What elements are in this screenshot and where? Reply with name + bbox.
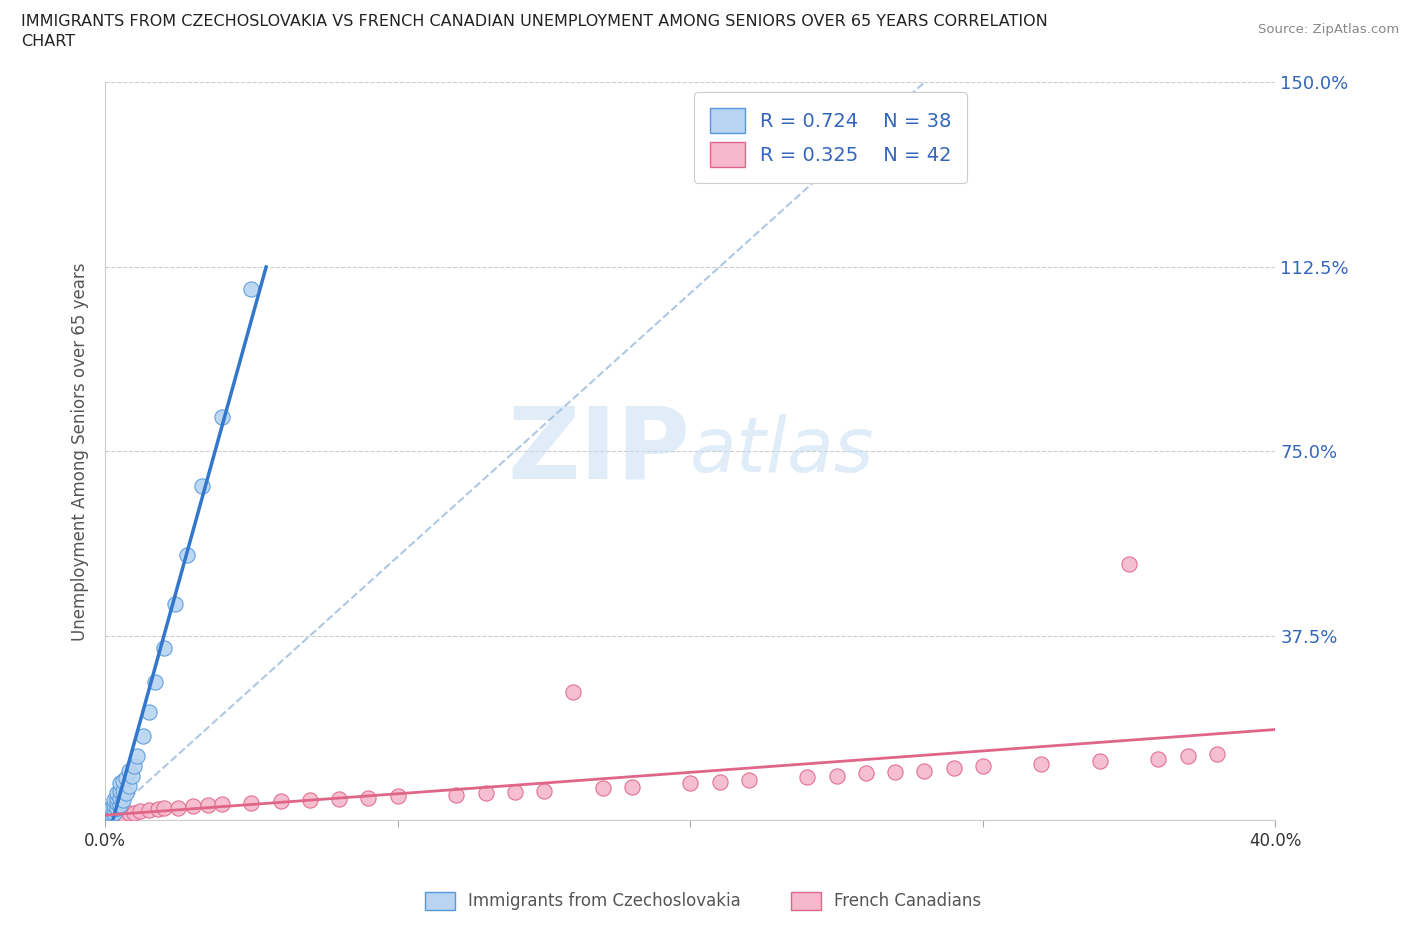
Point <box>108 783 131 798</box>
Point <box>111 783 134 798</box>
Point <box>387 789 409 804</box>
Point <box>105 801 128 816</box>
Point <box>197 798 219 813</box>
Text: IMMIGRANTS FROM CZECHOSLOVAKIA VS FRENCH CANADIAN UNEMPLOYMENT AMONG SENIORS OVE: IMMIGRANTS FROM CZECHOSLOVAKIA VS FRENCH… <box>21 14 1047 29</box>
Point <box>884 764 907 779</box>
Point <box>129 804 152 818</box>
Point <box>152 801 174 816</box>
Point <box>298 793 321 808</box>
Point <box>1205 746 1227 761</box>
Point <box>100 809 122 824</box>
Text: ZIP: ZIP <box>508 403 690 499</box>
Point <box>972 759 994 774</box>
Point <box>167 801 190 816</box>
Point <box>105 786 128 801</box>
Point <box>328 792 350 807</box>
Point <box>117 805 139 820</box>
Point <box>1088 753 1111 768</box>
Text: atlas: atlas <box>690 414 875 488</box>
Point <box>143 675 166 690</box>
Point <box>138 803 160 817</box>
Point <box>533 783 555 798</box>
Legend: R = 0.724    N = 38, R = 0.325    N = 42: R = 0.724 N = 38, R = 0.325 N = 42 <box>695 92 967 183</box>
Point <box>103 805 125 820</box>
Point <box>165 596 187 611</box>
Point <box>1177 749 1199 764</box>
Point <box>181 799 204 814</box>
Point <box>124 759 146 774</box>
Point <box>97 810 120 825</box>
Point <box>100 808 122 823</box>
Point <box>738 772 761 787</box>
Point <box>176 547 198 562</box>
Point <box>100 801 122 816</box>
Point <box>105 795 128 810</box>
Point <box>117 764 139 778</box>
Y-axis label: Unemployment Among Seniors over 65 years: Unemployment Among Seniors over 65 years <box>72 262 89 641</box>
Point <box>270 794 292 809</box>
Point <box>474 786 496 801</box>
Point <box>121 768 143 783</box>
Point <box>709 775 731 790</box>
Point <box>100 805 122 820</box>
Point <box>103 802 125 817</box>
Point <box>132 729 155 744</box>
Point <box>97 806 120 821</box>
Point <box>138 704 160 719</box>
Point <box>211 797 233 812</box>
Point <box>97 809 120 824</box>
Point <box>503 784 526 799</box>
Point <box>117 778 139 793</box>
Point <box>190 478 212 493</box>
Point <box>114 771 136 786</box>
Point <box>108 790 131 805</box>
Point <box>1147 751 1170 766</box>
Point <box>942 761 965 776</box>
Point <box>103 798 125 813</box>
Point <box>108 776 131 790</box>
Point <box>146 802 169 817</box>
Point <box>114 786 136 801</box>
Legend: Immigrants from Czechoslovakia, French Canadians: Immigrants from Czechoslovakia, French C… <box>418 885 988 917</box>
Point <box>562 684 585 699</box>
Text: Source: ZipAtlas.com: Source: ZipAtlas.com <box>1258 23 1399 36</box>
Point <box>124 805 146 820</box>
Point <box>100 803 122 817</box>
Point <box>825 768 848 783</box>
Point <box>620 779 643 794</box>
Point <box>127 749 149 764</box>
Point <box>855 766 877 781</box>
Point <box>111 793 134 808</box>
Point <box>796 769 818 784</box>
Point <box>103 793 125 808</box>
Point <box>111 806 134 821</box>
Point <box>912 764 935 778</box>
Point <box>1031 756 1053 771</box>
Point <box>240 795 263 810</box>
Point <box>446 787 468 802</box>
Point <box>105 790 128 805</box>
Point <box>108 798 131 813</box>
Point <box>1118 557 1140 572</box>
Point <box>679 776 702 790</box>
Point <box>592 780 614 795</box>
Point <box>357 790 380 805</box>
Point <box>211 409 233 424</box>
Point <box>111 774 134 789</box>
Text: CHART: CHART <box>21 34 75 49</box>
Point <box>105 808 128 823</box>
Point <box>152 641 174 656</box>
Point <box>240 282 263 297</box>
